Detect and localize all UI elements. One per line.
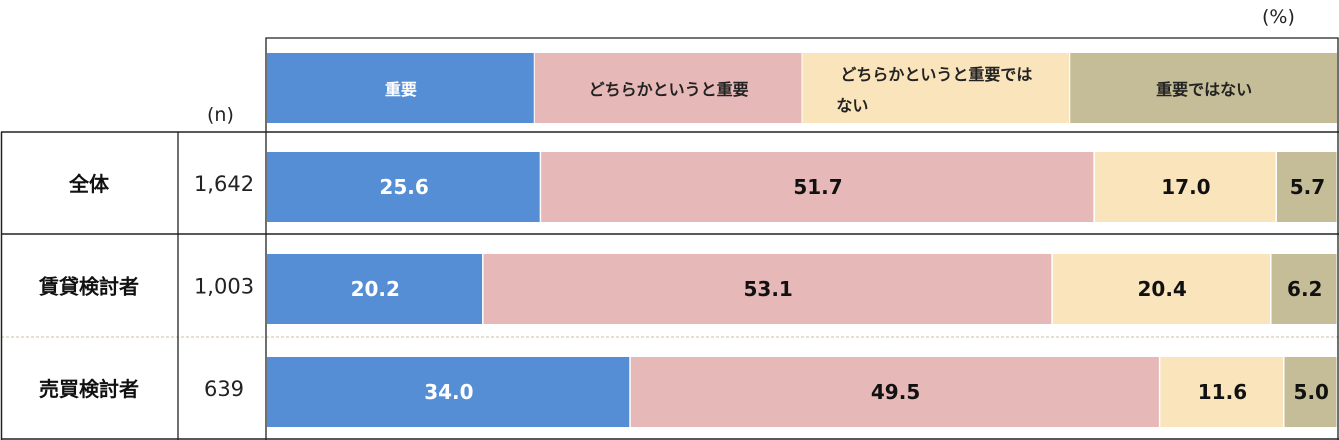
category-label: 売買検討者	[39, 377, 139, 401]
data-label: 6.2	[1287, 277, 1322, 301]
bar-segment-2	[1094, 152, 1276, 222]
legend-label-2-line2: ない	[836, 96, 868, 115]
data-label: 34.0	[424, 380, 473, 404]
bar-segment-1	[483, 254, 1052, 324]
data-label: 5.7	[1290, 175, 1325, 199]
n-value: 1,642	[194, 172, 254, 196]
bar-segment-2	[1052, 254, 1271, 324]
bar-segment-0	[267, 254, 483, 324]
data-label: 5.0	[1294, 380, 1329, 404]
n-value: 1,003	[194, 275, 254, 299]
bar-segment-1	[630, 357, 1159, 427]
legend-label-0: 重要	[385, 80, 417, 99]
n-value: 639	[204, 377, 244, 401]
bar-segment-1	[541, 152, 1094, 222]
data-label: 11.6	[1198, 380, 1247, 404]
legend-frame	[265, 37, 1339, 123]
data-label: 25.6	[379, 175, 428, 199]
bar-segment-0	[267, 152, 540, 222]
legend-swatch-0	[267, 53, 534, 123]
bar-segment-2	[1160, 357, 1284, 427]
bar-segment-0	[267, 357, 630, 427]
bar-segment-3	[1276, 152, 1337, 222]
category-label: 全体	[68, 172, 110, 196]
data-label: 20.4	[1138, 277, 1187, 301]
bar-segment-3	[1284, 357, 1337, 427]
legend-swatch-2	[802, 53, 1070, 123]
legend-label-1: どちらかというと重要	[589, 80, 749, 99]
data-label: 17.0	[1161, 175, 1210, 199]
unit-label: (%)	[1262, 6, 1295, 28]
bar-segment-3	[1271, 254, 1337, 324]
legend-swatch-3	[1070, 53, 1337, 123]
data-label: 51.7	[793, 175, 842, 199]
data-label: 49.5	[871, 380, 920, 404]
category-label: 賃貸検討者	[38, 275, 139, 299]
n-header: (n)	[207, 104, 234, 126]
data-label: 53.1	[744, 277, 793, 301]
legend-label-2: どちらかというと重要では	[840, 65, 1032, 84]
data-label: 20.2	[351, 277, 400, 301]
legend-label-3: 重要ではない	[1156, 80, 1252, 99]
legend-swatch-1	[534, 53, 802, 123]
